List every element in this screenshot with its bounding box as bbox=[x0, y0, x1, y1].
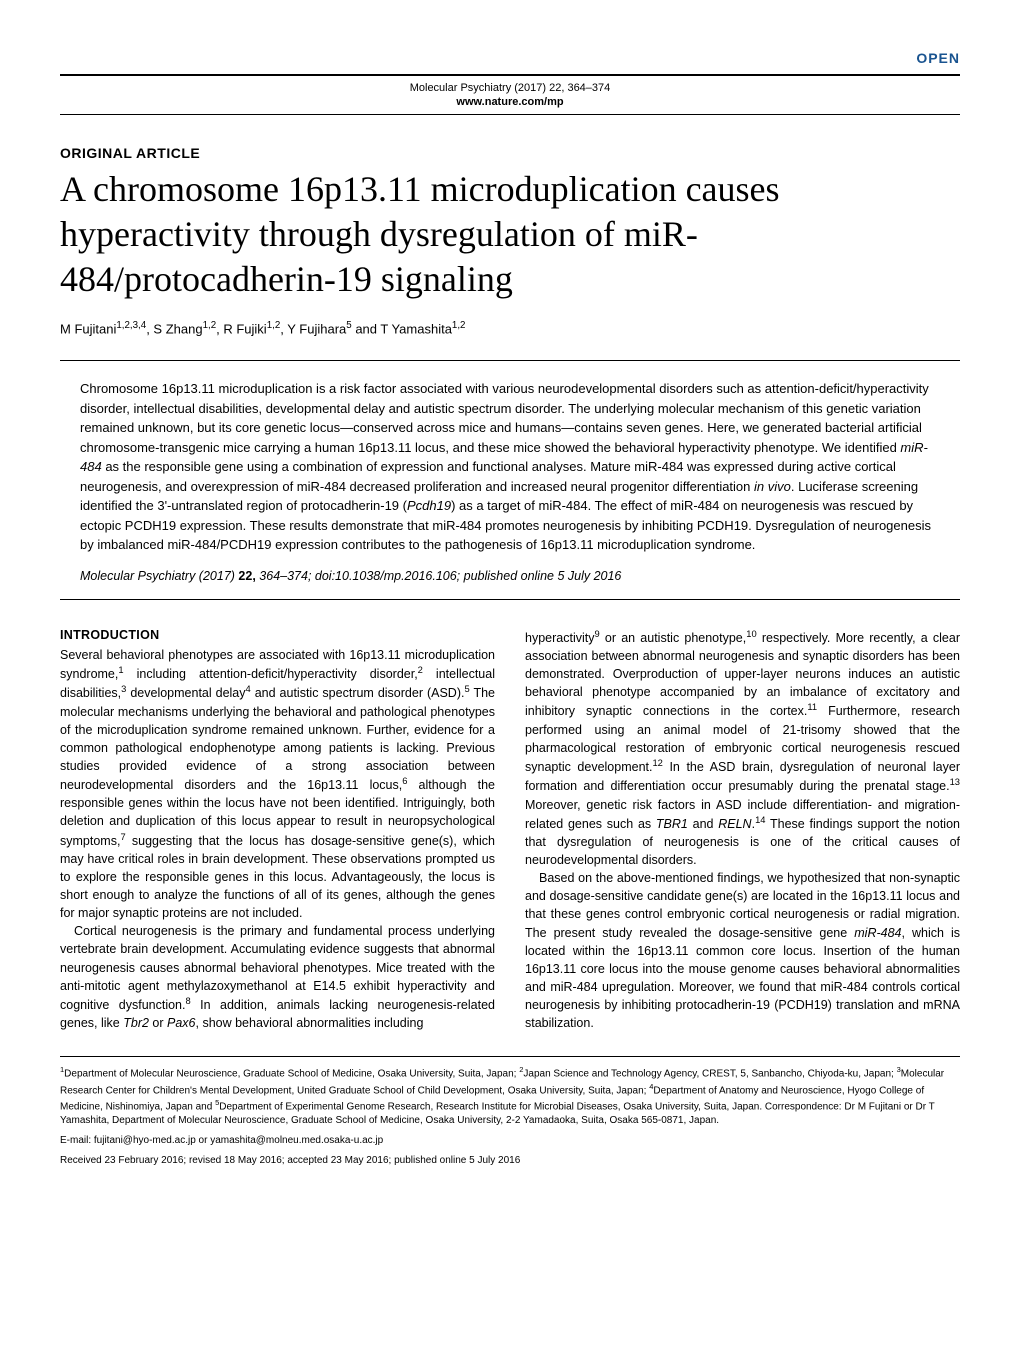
article-type: ORIGINAL ARTICLE bbox=[60, 145, 960, 161]
left-column: INTRODUCTION Several behavioral phenotyp… bbox=[60, 628, 495, 1033]
intro-para-3: hyperactivity9 or an autistic phenotype,… bbox=[525, 628, 960, 869]
article-dates: Received 23 February 2016; revised 18 Ma… bbox=[60, 1154, 960, 1168]
journal-url: www.nature.com/mp bbox=[60, 96, 960, 108]
open-access-badge: OPEN bbox=[60, 50, 960, 66]
body-text-left: Several behavioral phenotypes are associ… bbox=[60, 646, 495, 1032]
journal-citation: Molecular Psychiatry (2017) 22, 364–374 bbox=[60, 82, 960, 94]
right-column: hyperactivity9 or an autistic phenotype,… bbox=[525, 628, 960, 1033]
footer: 1Department of Molecular Neuroscience, G… bbox=[60, 1056, 960, 1168]
article-citation: Molecular Psychiatry (2017) 22, 364–374;… bbox=[80, 569, 940, 583]
abstract-box: Chromosome 16p13.11 microduplication is … bbox=[60, 360, 960, 600]
intro-para-1: Several behavioral phenotypes are associ… bbox=[60, 646, 495, 923]
correspondence-emails: E-mail: fujitani@hyo-med.ac.jp or yamash… bbox=[60, 1134, 960, 1148]
article-title: A chromosome 16p13.11 microduplication c… bbox=[60, 167, 960, 302]
affiliations: 1Department of Molecular Neuroscience, G… bbox=[60, 1065, 960, 1128]
abstract-text: Chromosome 16p13.11 microduplication is … bbox=[80, 379, 940, 555]
author-list: M Fujitani1,2,3,4, S Zhang1,2, R Fujiki1… bbox=[60, 320, 960, 336]
body-columns: INTRODUCTION Several behavioral phenotyp… bbox=[60, 628, 960, 1033]
body-text-right: hyperactivity9 or an autistic phenotype,… bbox=[525, 628, 960, 1033]
journal-header: Molecular Psychiatry (2017) 22, 364–374 … bbox=[60, 74, 960, 115]
intro-para-4: Based on the above-mentioned findings, w… bbox=[525, 869, 960, 1032]
intro-para-2: Cortical neurogenesis is the primary and… bbox=[60, 922, 495, 1032]
introduction-heading: INTRODUCTION bbox=[60, 628, 495, 642]
